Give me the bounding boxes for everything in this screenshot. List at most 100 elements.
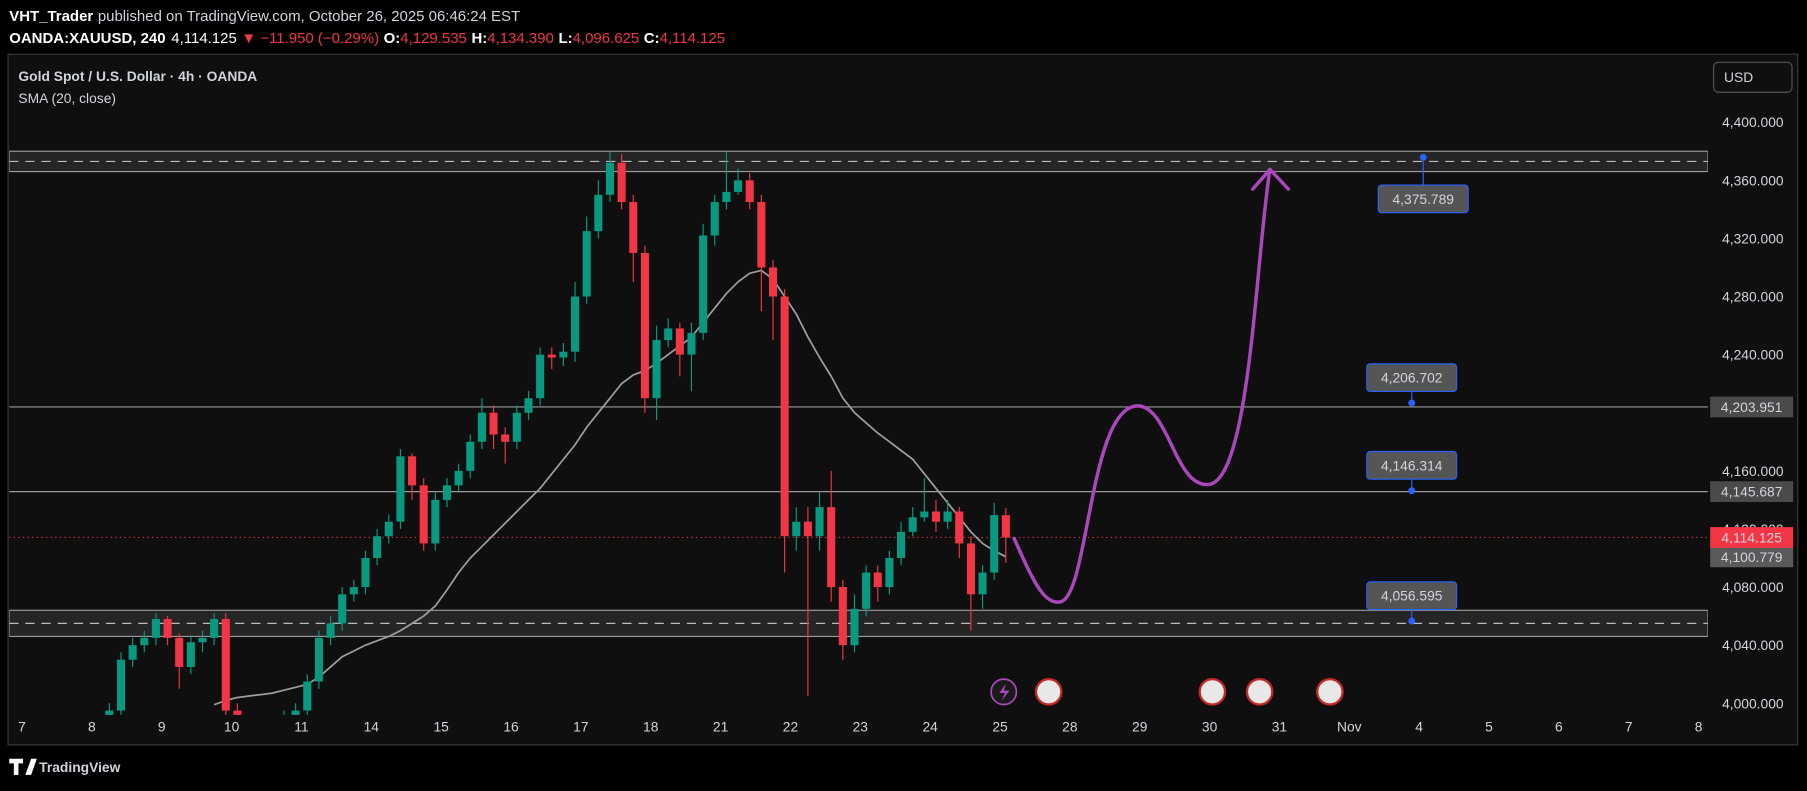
y-tick-label: 4,040.000 (1722, 637, 1784, 653)
price-tag (1710, 527, 1794, 548)
candle-body (629, 202, 638, 253)
marker-box (1366, 581, 1458, 611)
x-tick-label: 9 (158, 718, 166, 734)
quote-line: OANDA:XAUUSD, 240 4,114.125 ▼ −11.950 (−0.… (9, 30, 725, 47)
candle-body (815, 507, 824, 537)
symbol: OANDA:XAUUSD, 240 (9, 30, 165, 47)
candle-body (1001, 515, 1010, 538)
candle-body (116, 659, 126, 711)
event-icon[interactable] (1245, 678, 1274, 706)
marker-label: 4,056.595 (1381, 588, 1443, 604)
candle-body (303, 681, 312, 711)
candle-body (547, 354, 556, 358)
plot-area (9, 150, 1708, 715)
candle-body (186, 642, 195, 667)
y-tick-label: 4,400.000 (1722, 114, 1784, 130)
candle-body (897, 531, 906, 559)
candle-body (943, 511, 952, 522)
candle-body (803, 521, 812, 537)
candle-body (175, 637, 184, 667)
candle-body (885, 558, 894, 588)
candle-body (408, 456, 417, 486)
price-tag (1710, 396, 1794, 418)
x-tick-label: 15 (433, 718, 449, 734)
ohlc-key: O: (384, 30, 401, 47)
y-tick-label: 4,360.000 (1722, 172, 1784, 188)
event-icon[interactable] (1316, 678, 1344, 706)
price-tag-label: 4,114.125 (1721, 529, 1782, 545)
price-tag-label: 4,145.687 (1721, 484, 1783, 500)
y-tick-label: 4,240.000 (1722, 347, 1784, 363)
candle-body (221, 619, 230, 711)
candle-body (571, 296, 580, 352)
last-quote: 4,114.125 (171, 30, 236, 47)
candle-body (652, 340, 661, 399)
candle-body (291, 710, 300, 715)
candle-body (955, 511, 964, 544)
candle-body (594, 194, 603, 232)
candle-body (163, 619, 172, 638)
candle-body (722, 191, 731, 203)
event-icon[interactable] (1198, 678, 1227, 706)
y-tick-label: 4,160.000 (1722, 463, 1784, 479)
candle-body (734, 180, 743, 192)
currency-button[interactable] (1713, 61, 1793, 93)
x-tick-label: 30 (1202, 718, 1218, 734)
ohlc-key: H: (471, 30, 487, 47)
change-quote: ▼ −11.950 (−0.29%) (241, 30, 379, 47)
candle-body (990, 515, 999, 573)
candle-body (699, 235, 708, 333)
x-tick-label: 5 (1485, 718, 1493, 734)
x-tick-label: 7 (18, 718, 26, 734)
x-tick-label: 10 (224, 718, 240, 734)
logo-mark (9, 758, 37, 775)
candle-body (559, 351, 568, 358)
candle-body (675, 328, 684, 355)
x-tick-label: 8 (88, 718, 96, 734)
ohlc-key: C: (644, 30, 660, 47)
candle-body (349, 587, 358, 595)
brand: TradingView (39, 759, 120, 775)
x-tick-label: Nov (1337, 718, 1362, 734)
y-tick-label: 4,080.000 (1722, 579, 1784, 595)
candle-body (151, 619, 160, 638)
marker-dot (1419, 153, 1427, 161)
ohlc-value: 4,114.125 (660, 30, 725, 47)
candle-body (384, 521, 393, 537)
ohlc-value: 4,129.535 (400, 30, 467, 47)
candle-body (640, 252, 649, 399)
x-tick-label: 29 (1132, 718, 1148, 734)
candle-body (501, 434, 510, 442)
event-icons (990, 678, 1344, 706)
ohlc-value: 4,134.390 (487, 30, 554, 47)
marker-dot (1408, 617, 1416, 625)
candle-body (850, 608, 859, 646)
x-tick-label: 16 (503, 718, 519, 734)
candle-body (140, 637, 149, 646)
y-tick-label: 4,000.000 (1722, 695, 1784, 711)
candle-body (466, 441, 475, 471)
candle-body (454, 470, 463, 486)
ohlc-value: 4,096.625 (573, 30, 640, 47)
x-tick-label: 23 (853, 718, 869, 734)
candle-body (873, 572, 882, 588)
x-tick-label: 6 (1555, 718, 1563, 734)
marker-label: 4,206.702 (1381, 370, 1443, 386)
candle-body (908, 517, 917, 532)
x-tick-label: 14 (364, 718, 380, 734)
candle-body (419, 485, 428, 544)
candle-body (512, 412, 521, 442)
event-icon[interactable] (1034, 678, 1063, 706)
y-tick-label: 4,320.000 (1722, 230, 1784, 246)
candle-body (605, 162, 615, 195)
author: VHT_Trader (9, 8, 93, 25)
sma-line (213, 269, 1007, 706)
marker-dot (1408, 399, 1416, 407)
candle-body (768, 267, 778, 297)
candle-body (128, 645, 137, 660)
marker-dot (1408, 487, 1416, 495)
candle-body (326, 623, 335, 638)
price-tag (1710, 546, 1794, 568)
candle-body (233, 710, 242, 715)
